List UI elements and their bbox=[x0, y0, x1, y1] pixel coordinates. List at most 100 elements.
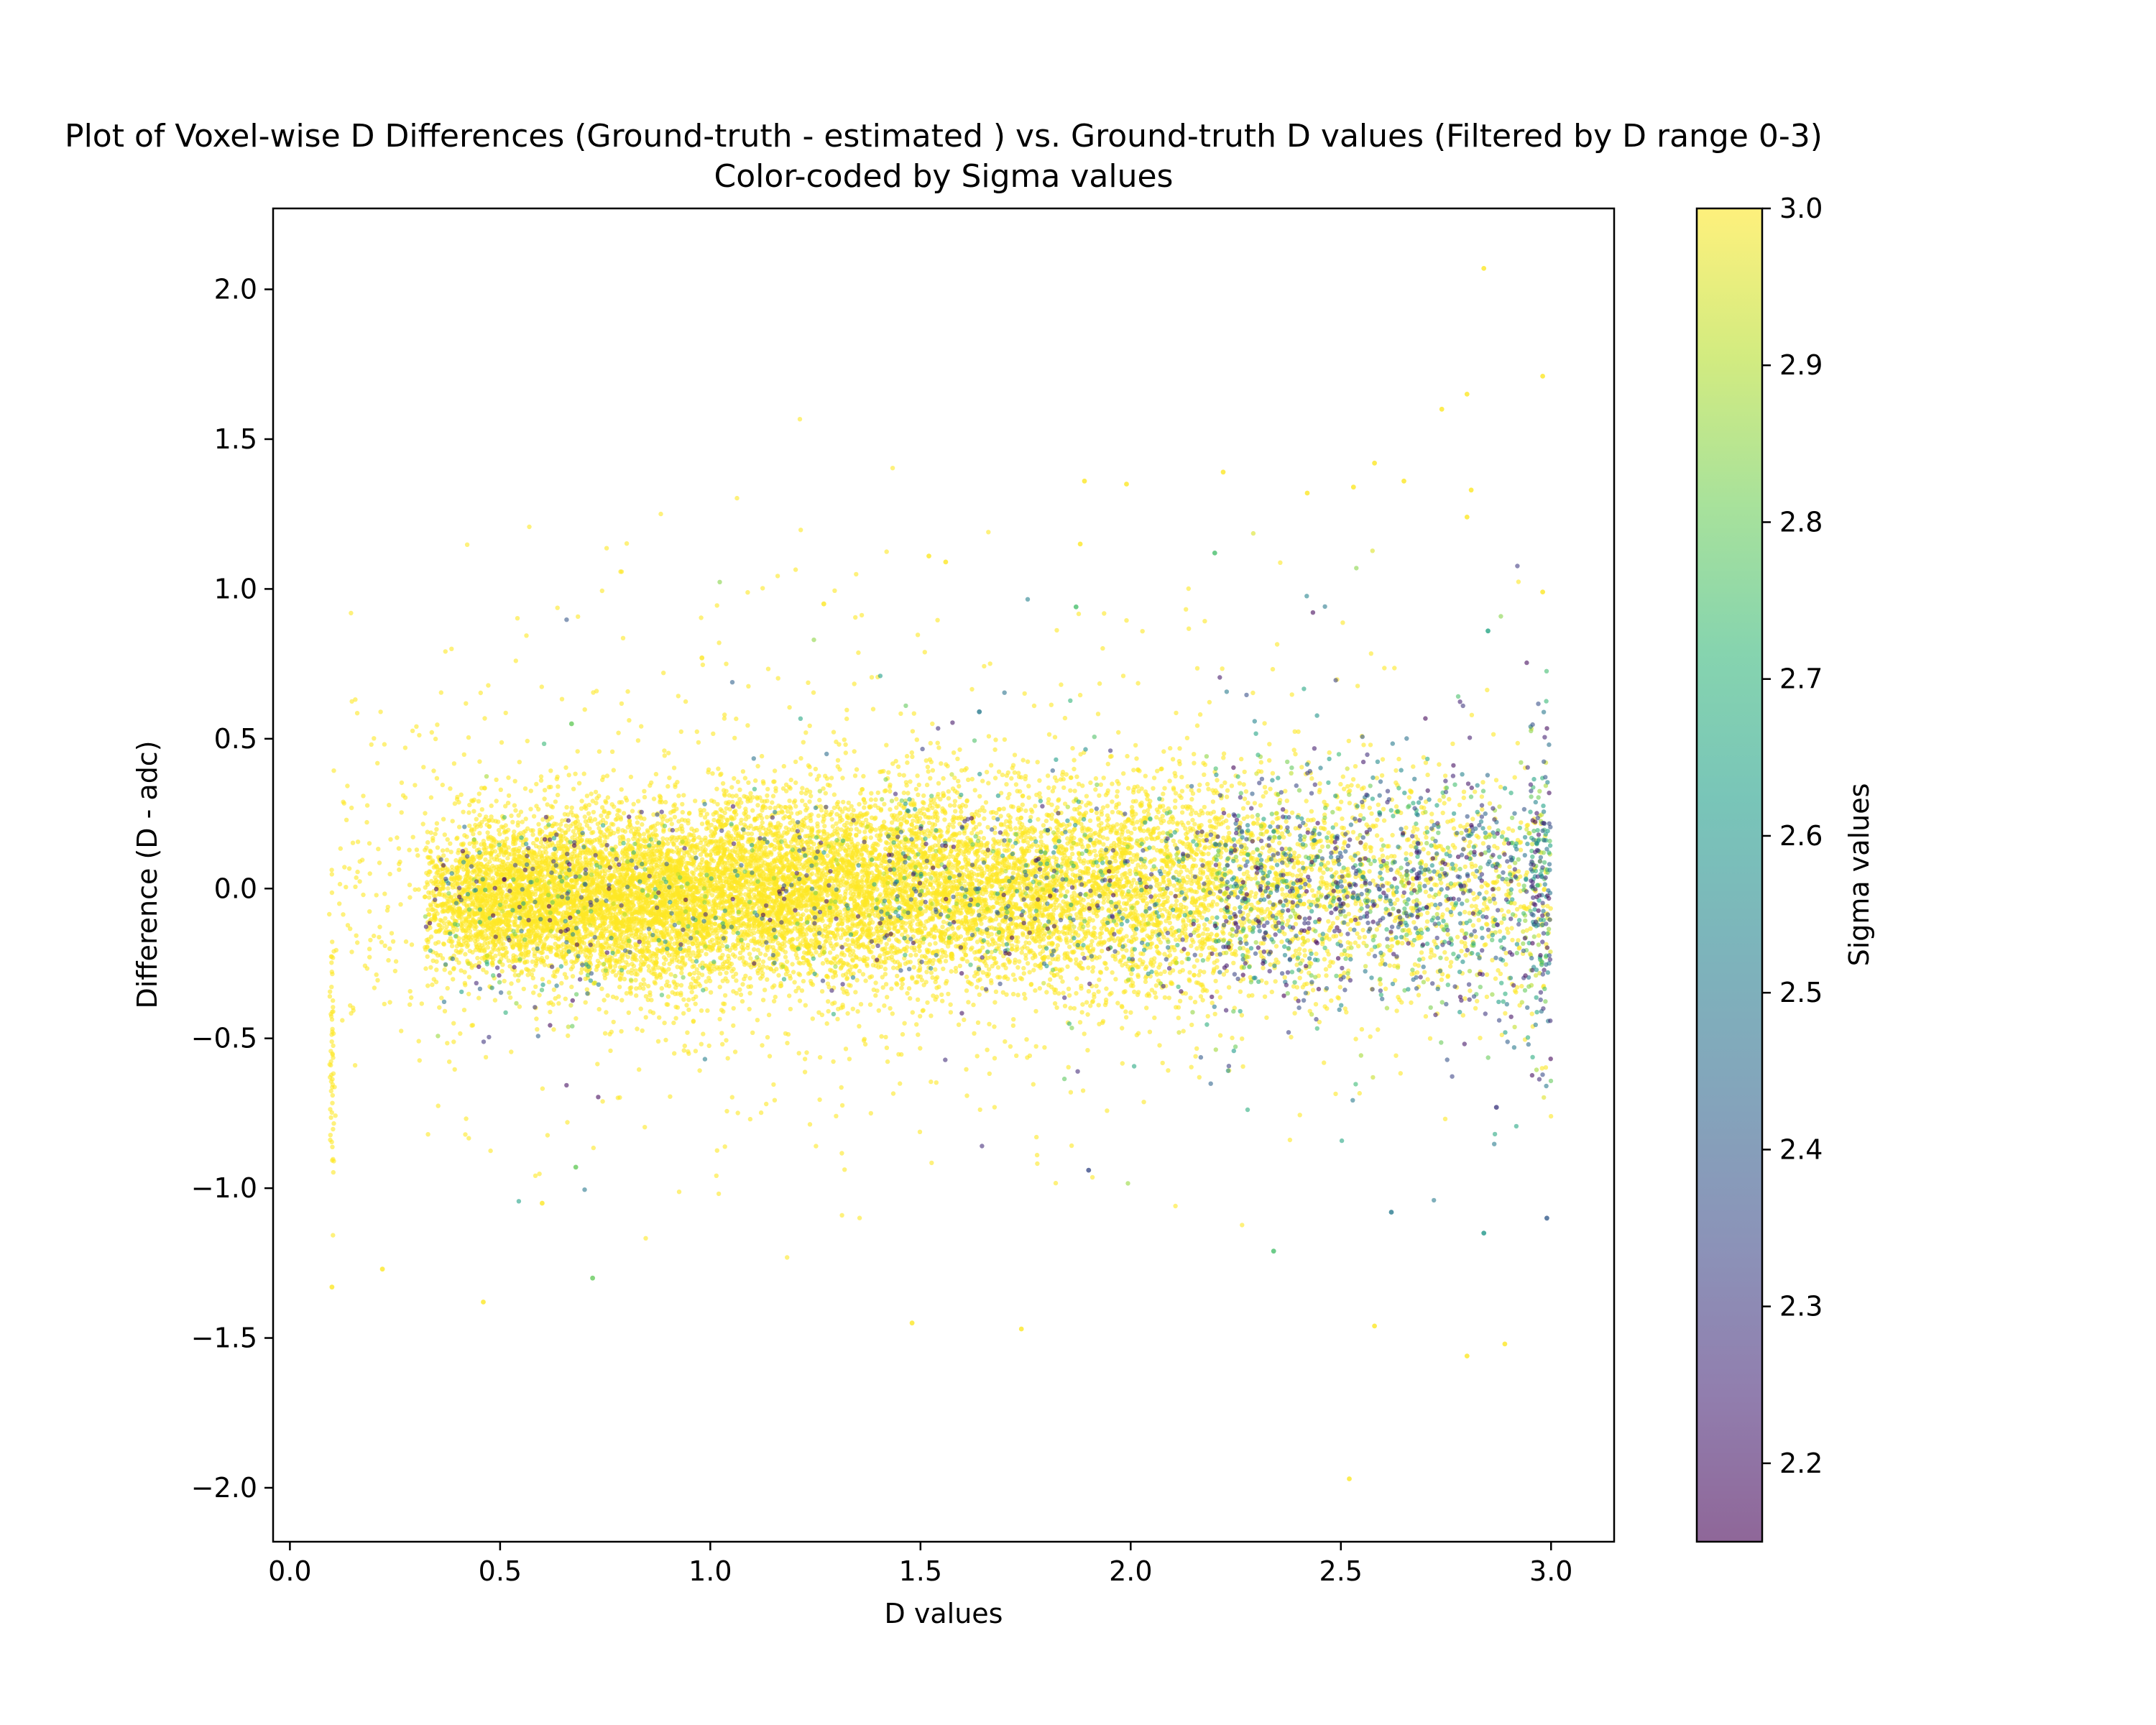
scatter-point bbox=[1060, 979, 1065, 984]
scatter-point bbox=[461, 809, 466, 814]
scatter-point bbox=[506, 793, 512, 799]
scatter-point bbox=[520, 819, 525, 824]
scatter-point bbox=[545, 1133, 550, 1138]
scatter-point bbox=[717, 640, 722, 645]
scatter-point bbox=[1123, 1009, 1128, 1014]
scatter-point bbox=[770, 794, 776, 799]
scatter-point bbox=[924, 782, 930, 788]
scatter-point bbox=[1336, 995, 1342, 1001]
scatter-point bbox=[835, 758, 841, 763]
scatter-point bbox=[1033, 1008, 1038, 1014]
scatter-point bbox=[993, 916, 999, 922]
scatter-point bbox=[890, 1011, 895, 1016]
scatter-point bbox=[862, 805, 867, 810]
scatter-point bbox=[905, 760, 910, 765]
scatter-point bbox=[765, 814, 770, 820]
scatter-point bbox=[453, 893, 458, 898]
scatter-point bbox=[957, 747, 962, 753]
scatter-point bbox=[711, 731, 716, 736]
scatter-point bbox=[467, 802, 472, 808]
scatter-point bbox=[813, 766, 819, 772]
scatter-point bbox=[904, 753, 910, 759]
scatter-point bbox=[1021, 932, 1026, 938]
scatter-point bbox=[1038, 834, 1044, 840]
scatter-point bbox=[1367, 805, 1373, 811]
scatter-point bbox=[1355, 944, 1361, 949]
scatter-point bbox=[1104, 986, 1109, 991]
scatter-point bbox=[1026, 783, 1031, 788]
scatter-point bbox=[570, 974, 576, 979]
scatter-point bbox=[915, 773, 920, 778]
scatter-point bbox=[1052, 735, 1058, 740]
scatter-point bbox=[941, 919, 946, 924]
scatter-point bbox=[817, 797, 822, 803]
scatter-point bbox=[1018, 975, 1023, 981]
scatter-point bbox=[1158, 907, 1163, 913]
scatter-point bbox=[1042, 1045, 1047, 1050]
scatter-point bbox=[1023, 995, 1028, 1001]
scatter-point bbox=[1240, 806, 1246, 811]
scatter-point bbox=[1442, 801, 1447, 806]
scatter-point bbox=[987, 661, 992, 666]
scatter-point bbox=[604, 847, 609, 852]
scatter-point bbox=[1237, 781, 1243, 786]
scatter-point bbox=[466, 810, 471, 815]
scatter-point bbox=[1444, 956, 1450, 962]
scatter-points bbox=[327, 266, 1554, 1481]
scatter-point bbox=[1542, 887, 1547, 893]
scatter-point bbox=[699, 615, 704, 620]
scatter-point bbox=[573, 1016, 579, 1021]
scatter-point bbox=[1224, 968, 1230, 974]
scatter-point bbox=[1053, 1180, 1059, 1186]
scatter-point bbox=[706, 1043, 711, 1049]
scatter-point bbox=[715, 801, 720, 807]
scatter-point bbox=[1245, 870, 1250, 875]
scatter-point bbox=[1467, 911, 1472, 916]
scatter-point bbox=[1515, 740, 1520, 746]
scatter-point bbox=[797, 972, 803, 978]
scatter-point bbox=[969, 776, 975, 782]
scatter-point bbox=[666, 750, 671, 755]
scatter-point bbox=[1222, 780, 1227, 786]
scatter-point bbox=[1037, 985, 1043, 991]
scatter-point bbox=[825, 853, 830, 858]
scatter-point bbox=[1153, 995, 1158, 1000]
scatter-point bbox=[1242, 769, 1247, 775]
scatter-point bbox=[929, 1013, 934, 1018]
scatter-point bbox=[1167, 778, 1172, 783]
scatter-point bbox=[1524, 870, 1529, 875]
scatter-point bbox=[1194, 1046, 1199, 1052]
scatter-point bbox=[642, 794, 648, 800]
scatter-point bbox=[800, 786, 805, 791]
scatter-point bbox=[886, 937, 892, 942]
scatter-point bbox=[750, 1030, 755, 1036]
scatter-point bbox=[1379, 847, 1384, 852]
scatter-point bbox=[1174, 710, 1179, 716]
scatter-point bbox=[1088, 780, 1093, 786]
scatter-point bbox=[1245, 912, 1250, 918]
scatter-point bbox=[1186, 586, 1192, 592]
scatter-point bbox=[1109, 753, 1114, 759]
scatter-point bbox=[1309, 888, 1315, 893]
scatter-point bbox=[477, 812, 482, 818]
scatter-point bbox=[494, 799, 499, 804]
scatter-point bbox=[845, 937, 850, 942]
scatter-point bbox=[1103, 997, 1109, 1003]
scatter-point bbox=[1264, 1015, 1269, 1021]
scatter-point bbox=[862, 829, 867, 834]
scatter-point bbox=[679, 966, 684, 972]
scatter-point bbox=[936, 839, 941, 844]
scatter-point bbox=[1113, 977, 1118, 982]
scatter-point bbox=[517, 1004, 522, 1009]
scatter-point bbox=[488, 1148, 493, 1154]
scatter-point bbox=[466, 975, 472, 980]
scatter-point bbox=[947, 803, 953, 808]
scatter-point bbox=[443, 916, 448, 921]
scatter-point bbox=[1023, 808, 1028, 814]
scatter-point bbox=[1160, 1060, 1165, 1066]
scatter-point bbox=[782, 939, 788, 944]
scatter-point bbox=[985, 824, 990, 830]
scatter-point bbox=[784, 959, 790, 965]
scatter-point bbox=[1545, 903, 1550, 908]
scatter-point bbox=[537, 993, 542, 998]
